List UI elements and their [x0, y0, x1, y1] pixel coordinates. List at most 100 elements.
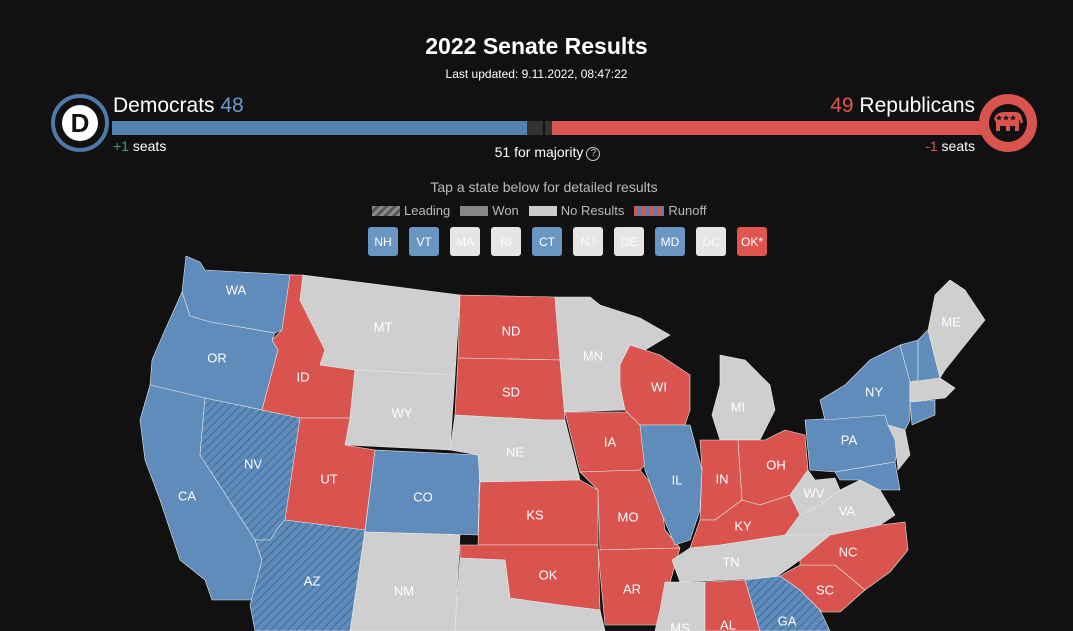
state-label: WV [804, 485, 825, 500]
state-button-ct[interactable]: CT [532, 227, 562, 256]
state-label: UT [320, 471, 337, 486]
republicans-seat-change: -1 seats [925, 138, 975, 154]
state-label: NM [394, 583, 414, 598]
runoff-swatch-icon [634, 205, 665, 216]
democrat-logo-letter: D [71, 108, 90, 138]
state-label: MI [731, 399, 745, 414]
state-label: CA [178, 488, 196, 503]
state-label: MO [618, 509, 639, 524]
no-results-swatch-icon [528, 205, 557, 216]
democrats-seat-change: +1 seats [113, 138, 166, 154]
state-mi[interactable] [711, 354, 776, 441]
instructions-text: Tap a state below for detailed results [430, 179, 658, 195]
state-nm[interactable] [349, 531, 461, 631]
state-il[interactable] [639, 424, 703, 546]
democrats-change-value: +1 [113, 138, 129, 154]
legend-item-no-results: No Results [528, 203, 625, 218]
state-button-ok-special[interactable]: OK* [737, 227, 767, 256]
uncalled-seat-bar [527, 121, 543, 135]
state-ny[interactable] [819, 344, 911, 431]
state-label: OK [539, 567, 558, 582]
state-label: NE [506, 444, 524, 459]
help-icon[interactable]: ? [586, 147, 601, 161]
state-label: TN [722, 554, 739, 569]
state-me[interactable] [927, 279, 986, 379]
majority-marker [543, 117, 545, 139]
state-button-nj[interactable]: NJ [573, 227, 603, 256]
majority-label: 51 for majority? [0, 144, 1073, 161]
uncalled-seat-bar-2 [545, 121, 552, 135]
state-label: NY [865, 384, 883, 399]
state-label: AL [720, 617, 736, 631]
state-button-de[interactable]: DE [614, 227, 644, 256]
state-label: WI [651, 379, 667, 394]
republicans-label: Republicans [859, 94, 975, 117]
state-label: SD [502, 384, 520, 399]
democrats-seat-bar [112, 121, 527, 135]
democrats-heading: Democrats 48 [113, 94, 244, 118]
state-label: CO [413, 489, 433, 504]
state-button-dc[interactable]: DC [696, 227, 726, 256]
democrats-label: Democrats [113, 94, 215, 117]
legend-item-won: Won [460, 203, 519, 218]
page-title: 2022 Senate Results [425, 33, 648, 59]
republicans-seat-bar [552, 121, 982, 135]
state-label: NV [244, 456, 262, 471]
state-label: AR [623, 581, 641, 596]
state-label: KS [526, 507, 544, 522]
state-label: OR [207, 350, 227, 365]
state-md[interactable] [834, 461, 901, 491]
state-ks[interactable] [477, 479, 599, 546]
state-label: AZ [304, 573, 321, 588]
state-button-md[interactable]: MD [655, 227, 685, 256]
legend-label: No Results [560, 203, 625, 218]
state-label: SC [816, 582, 834, 597]
state-ct[interactable] [909, 399, 936, 426]
state-ma[interactable] [909, 377, 956, 403]
legend-label: Won [492, 203, 519, 218]
state-wv[interactable] [789, 469, 841, 516]
state-wi[interactable] [619, 344, 691, 426]
state-label: WA [226, 282, 247, 297]
state-button-nh[interactable]: NH [368, 227, 398, 256]
republicans-seats-label: seats [941, 138, 975, 154]
state-label: ND [502, 323, 521, 338]
legend-label: Runoff [668, 203, 707, 218]
democrats-seats-label: seats [132, 138, 167, 154]
legend-item-runoff: Runoff [634, 203, 706, 218]
state-wy[interactable] [344, 369, 456, 451]
state-label: MN [583, 348, 603, 363]
state-button-vt[interactable]: VT [409, 227, 439, 256]
state-label: ME [941, 314, 961, 329]
state-label: PA [841, 432, 858, 447]
legend-item-leading: Leading [372, 203, 450, 218]
state-mt[interactable] [299, 274, 461, 376]
state-co[interactable] [364, 449, 481, 536]
state-label: VA [839, 503, 856, 518]
state-label: ID [297, 369, 310, 384]
majority-text: 51 for majority [494, 144, 584, 160]
legend: Leading Won No Results Runoff [372, 203, 706, 218]
republicans-heading: 49 Republicans [830, 94, 975, 118]
small-state-buttons: NH VT MA RI CT NJ DE MD DC OK* [368, 227, 767, 256]
republicans-change-value: -1 [925, 138, 938, 154]
state-al[interactable] [704, 579, 761, 631]
republicans-count: 49 [830, 94, 854, 117]
state-label: GA [778, 613, 797, 628]
state-label: IA [604, 434, 617, 449]
democrats-count: 48 [220, 94, 244, 117]
state-ms[interactable] [654, 581, 706, 631]
last-updated: Last updated: 9.11.2022, 08:47:22 [445, 67, 628, 81]
legend-label: Leading [404, 203, 451, 218]
state-label: KY [734, 518, 752, 533]
state-label: IN [716, 471, 729, 486]
state-tx[interactable] [454, 557, 606, 631]
state-label: NC [839, 544, 858, 559]
state-label: IL [672, 472, 683, 487]
state-label: OH [766, 457, 786, 472]
state-button-ri[interactable]: RI [491, 227, 521, 256]
won-swatch-icon [460, 205, 489, 216]
state-button-ma[interactable]: MA [450, 227, 480, 256]
state-label: MT [374, 319, 393, 334]
